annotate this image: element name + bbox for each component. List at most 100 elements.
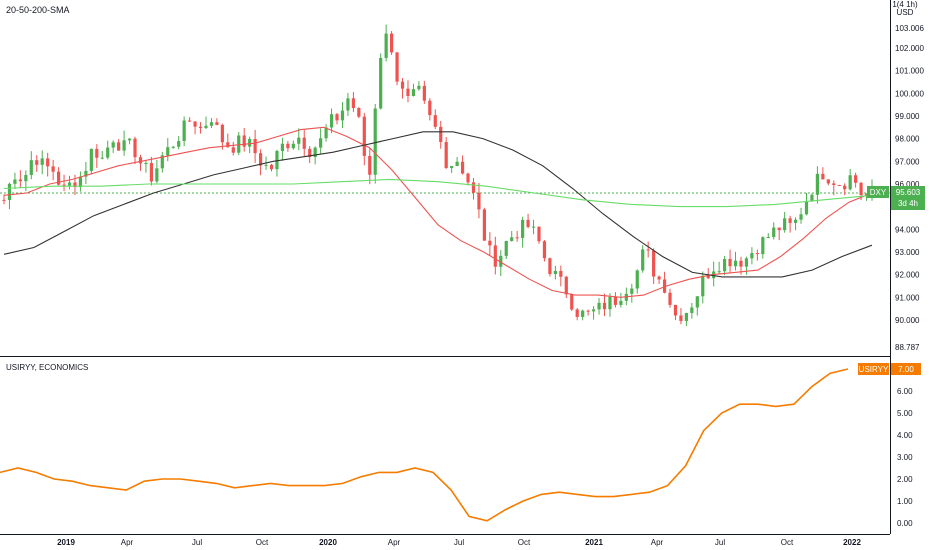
- candle-body: [744, 258, 749, 267]
- time-tick-label: 2020: [319, 538, 337, 547]
- candle-body: [127, 138, 132, 141]
- sma-line-3: [3, 178, 873, 208]
- price-panel[interactable]: 20-50-200-SMA: [0, 0, 890, 356]
- candle-body: [466, 173, 470, 183]
- candle-body: [662, 279, 667, 293]
- indicator-title: 20-50-200-SMA: [6, 5, 70, 15]
- time-tick-label: Oct: [518, 538, 531, 547]
- candle-body: [182, 120, 186, 142]
- candle-body: [13, 179, 17, 184]
- candle-body: [591, 309, 596, 312]
- time-tick-label: Apr: [388, 538, 401, 547]
- candle-body: [570, 294, 574, 310]
- candle-body: [510, 237, 514, 241]
- candle-body: [766, 237, 770, 239]
- candle-body: [602, 302, 607, 310]
- candle-body: [84, 170, 88, 177]
- cpi-panel-title: USIRYY, ECONOMICS: [6, 363, 88, 372]
- time-axis[interactable]: 2019 Apr Jul Oct 2020 Apr Jul Oct 2021 Apr Jul Oct 2…: [0, 534, 890, 548]
- candle-body: [739, 260, 743, 267]
- candle-body: [400, 81, 405, 89]
- candle-body: [810, 194, 814, 202]
- candle-body: [504, 240, 508, 256]
- cpi-panel[interactable]: USIRYY, ECONOMICS: [0, 363, 849, 522]
- candle-body: [215, 122, 219, 125]
- candle-body: [471, 182, 476, 193]
- dxy-symbol: DXY: [870, 188, 887, 197]
- candle-body: [657, 276, 661, 280]
- dxy-countdown: 3d 4h: [898, 199, 918, 208]
- cpi-tick-label: 3.00: [897, 453, 913, 462]
- candle-body: [755, 253, 759, 255]
- candle-body: [422, 85, 426, 101]
- candle-body: [406, 88, 410, 96]
- cpi-symbol-box: [858, 363, 889, 375]
- axis-scale-label: 1(4 1h): [892, 0, 918, 9]
- cpi-tick-label: 4.00: [897, 431, 913, 440]
- candle-body: [679, 315, 683, 321]
- price-tick-label: 102.000: [895, 44, 924, 53]
- candle-body: [417, 85, 421, 90]
- candle-body: [389, 33, 394, 53]
- candle-body: [761, 237, 765, 255]
- candle-body: [29, 160, 33, 176]
- candle-body: [630, 288, 634, 294]
- candle-body: [717, 271, 721, 273]
- candle-body: [335, 114, 339, 121]
- candle-body: [821, 173, 825, 180]
- candle-body: [575, 309, 579, 317]
- candle-body: [198, 126, 203, 128]
- candle-body: [428, 100, 432, 116]
- cpi-tick-labels: 0.00 1.00 2.00 3.00 4.00 5.00 6.00 7.00: [897, 365, 913, 528]
- dxy-price-tag: DXY 95.603 3d 4h: [867, 186, 925, 210]
- candle-body: [269, 164, 274, 170]
- candle-body: [586, 310, 590, 312]
- time-tick-label: 2021: [585, 538, 603, 547]
- candle-body: [324, 127, 328, 139]
- candle-body: [706, 275, 710, 279]
- time-tick-label: Apr: [121, 538, 134, 547]
- candle-body: [373, 108, 377, 175]
- candle-body: [340, 110, 345, 121]
- candle-body: [149, 163, 153, 182]
- candle-body: [772, 227, 776, 238]
- candle-body: [319, 138, 323, 148]
- candle-body: [799, 214, 803, 220]
- candle-body: [280, 143, 285, 152]
- candle-body: [395, 52, 399, 82]
- candle-body: [253, 138, 257, 154]
- candle-body: [788, 218, 792, 223]
- price-panel-bg: [0, 0, 890, 356]
- time-tick-label: 2022: [843, 538, 861, 547]
- price-tick-label: 93.000: [895, 248, 920, 257]
- candle-body: [368, 155, 372, 175]
- price-tick-label: 103.006: [895, 24, 924, 33]
- candle-body: [237, 135, 241, 153]
- candle-body: [684, 313, 688, 321]
- price-tick-label: 98.000: [895, 135, 920, 144]
- candle-body: [843, 185, 847, 190]
- candle-body: [106, 147, 110, 158]
- cpi-symbol: USIRYY: [859, 365, 889, 374]
- time-tick-labels: 2019 Apr Jul Oct 2020 Apr Jul Oct 2021 Apr Jul Oct 2…: [57, 538, 861, 547]
- candle-body: [18, 179, 22, 182]
- price-tick-label: 91.000: [895, 293, 920, 302]
- candle-body: [723, 258, 727, 272]
- price-tick-label: 90.000: [895, 316, 920, 325]
- candle-body: [193, 121, 197, 127]
- candle-body: [67, 182, 72, 186]
- price-axis[interactable]: 1(4 1h) USD 90.000 91.000 92.000 93.000 94.0…: [858, 0, 925, 534]
- candle-body: [515, 237, 519, 239]
- candle-body: [2, 199, 6, 201]
- candle-body: [826, 179, 830, 184]
- candle-body: [526, 219, 530, 227]
- candle-body: [499, 255, 503, 267]
- price-tick-label: 94.000: [895, 225, 920, 234]
- candle-body: [613, 296, 618, 305]
- candle-body: [24, 175, 28, 182]
- candle-body: [564, 276, 568, 295]
- candle-body: [728, 258, 732, 267]
- time-tick-label: Jul: [454, 538, 464, 547]
- candle-body: [608, 296, 612, 310]
